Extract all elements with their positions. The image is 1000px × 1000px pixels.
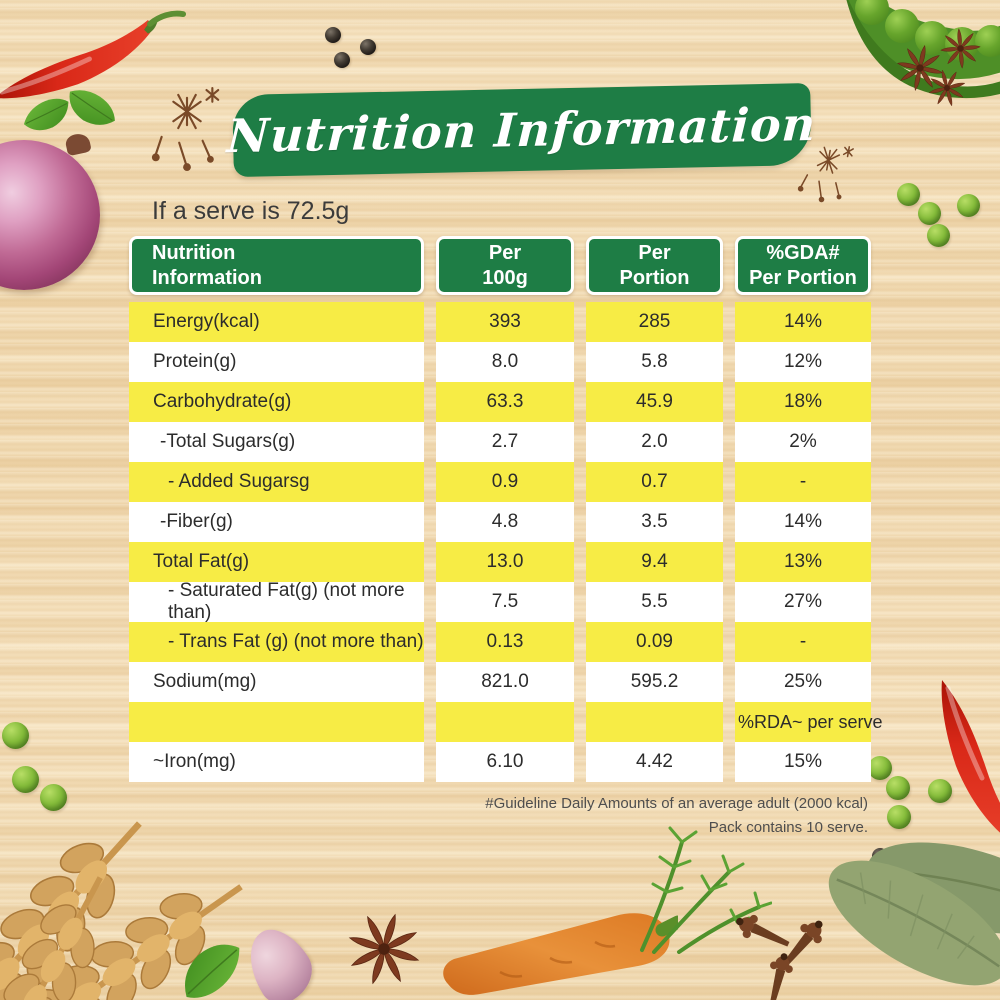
table-row-cell: 0.09 (586, 622, 723, 662)
pea-icon (928, 779, 952, 803)
header-cell: Per 100g (436, 236, 574, 295)
pea-icon (868, 756, 892, 780)
header-line: %GDA# (766, 241, 840, 264)
peppercorn-icon (334, 52, 350, 68)
table-row-cell: 9.4 (586, 542, 723, 582)
header-line: Nutrition (152, 241, 236, 264)
header-cell: %GDA# Per Portion (735, 236, 871, 295)
table-row-cell: 821.0 (436, 662, 574, 702)
table-row-cell: 45.9 (586, 382, 723, 422)
footnote-serves: Pack contains 10 serve. (708, 819, 868, 836)
table-row-cell: 2.7 (436, 422, 574, 462)
table-row-cell: Total Fat(g) (129, 542, 424, 582)
table-row-cell: 393 (436, 302, 574, 342)
table-header-row: Nutrition Information Per 100g Per Portion %GD… (129, 236, 871, 295)
header-cell: Nutrition Information (129, 236, 424, 295)
table-row-cell: 27% (735, 582, 871, 622)
page-title: Nutrition Information (226, 96, 818, 164)
table-row-cell (586, 702, 723, 742)
table-row-cell: 8.0 (436, 342, 574, 382)
table-row-cell: 25% (735, 662, 871, 702)
pea-icon (12, 766, 39, 793)
red-onion-image (0, 140, 100, 290)
table-row-cell: - Added Sugarsg (129, 462, 424, 502)
carrot-greens-image (640, 826, 772, 954)
carrot-image (443, 913, 678, 995)
table-row-cell: 12% (735, 342, 871, 382)
table-row-cell: 595.2 (586, 662, 723, 702)
table-row-cell: 18% (735, 382, 871, 422)
header-line: 100g (482, 266, 528, 289)
serve-size-note: If a serve is 72.5g (152, 197, 350, 225)
table-row-cell: Carbohydrate(g) (129, 382, 424, 422)
pea-icon (918, 202, 941, 225)
table-row-cell: 13% (735, 542, 871, 582)
pea-icon (887, 805, 911, 829)
pea-icon (957, 194, 980, 217)
table-row-cell: 5.8 (586, 342, 723, 382)
header-cell: Per Portion (586, 236, 723, 295)
pea-icon (40, 784, 67, 811)
spice-sketch-icon (148, 82, 226, 180)
peppercorn-icon (360, 39, 376, 55)
table-row-cell: 14% (735, 502, 871, 542)
nutrition-table: Nutrition Information Per 100g Per Portion %GD… (129, 236, 883, 782)
table-row-cell: - (735, 622, 871, 662)
table-body: Energy(kcal) 393 285 14% Protein(g) 8.0 5.8 12%… (129, 302, 883, 782)
bay-leaves-image (828, 842, 1000, 986)
table-row-cell: ~Iron(mg) (129, 742, 424, 782)
table-row-cell: 15% (735, 742, 871, 782)
table-row-cell: 0.7 (586, 462, 723, 502)
pea-icon (886, 776, 910, 800)
table-row-cell: - Saturated Fat(g) (not more than) (129, 580, 424, 623)
table-row-cell: 0.9 (436, 462, 574, 502)
table-row-cell: 4.42 (586, 742, 723, 782)
footnotes: #Guideline Daily Amounts of an average a… (485, 792, 868, 840)
title-banner: Nutrition Information (226, 82, 818, 178)
star-anise-icon (332, 897, 435, 1000)
peppercorn-icon (325, 27, 341, 43)
header-line: Per Portion (749, 266, 857, 289)
table-row-cell: Protein(g) (129, 342, 424, 382)
table-row-cell (129, 702, 424, 742)
table-row-cell: 6.10 (436, 742, 574, 782)
table-row-cell: %RDA~ per serve (735, 702, 883, 742)
pea-icon (927, 224, 950, 247)
table-row-cell: - (735, 462, 871, 502)
table-row-cell: Sodium(mg) (129, 662, 424, 702)
table-row-cell: 285 (586, 302, 723, 342)
table-row-cell: Energy(kcal) (129, 302, 424, 342)
table-row-cell: 5.5 (586, 582, 723, 622)
table-row-cell: 63.3 (436, 382, 574, 422)
table-row-cell: -Total Sugars(g) (129, 422, 424, 462)
header-line: Per (488, 241, 522, 264)
header-line: Information (152, 266, 262, 289)
table-row-cell: 4.8 (436, 502, 574, 542)
table-row-cell: 3.5 (586, 502, 723, 542)
table-row-cell (436, 702, 574, 742)
header-line: Portion (619, 266, 690, 289)
pea-icon (2, 722, 29, 749)
table-row-cell: - Trans Fat (g) (not more than) (129, 622, 424, 662)
onion-root-image (64, 131, 92, 157)
table-row-cell: 2% (735, 422, 871, 462)
table-row-cell: 14% (735, 302, 871, 342)
table-row-cell: 13.0 (436, 542, 574, 582)
table-row-cell: 2.0 (586, 422, 723, 462)
table-row-cell: -Fiber(g) (129, 502, 424, 542)
table-row-cell: 0.13 (436, 622, 574, 662)
pea-icon (897, 183, 920, 206)
footnote-gda: #Guideline Daily Amounts of an average a… (485, 795, 868, 812)
table-row-cell: 7.5 (436, 582, 574, 622)
header-line: Per (638, 241, 671, 264)
